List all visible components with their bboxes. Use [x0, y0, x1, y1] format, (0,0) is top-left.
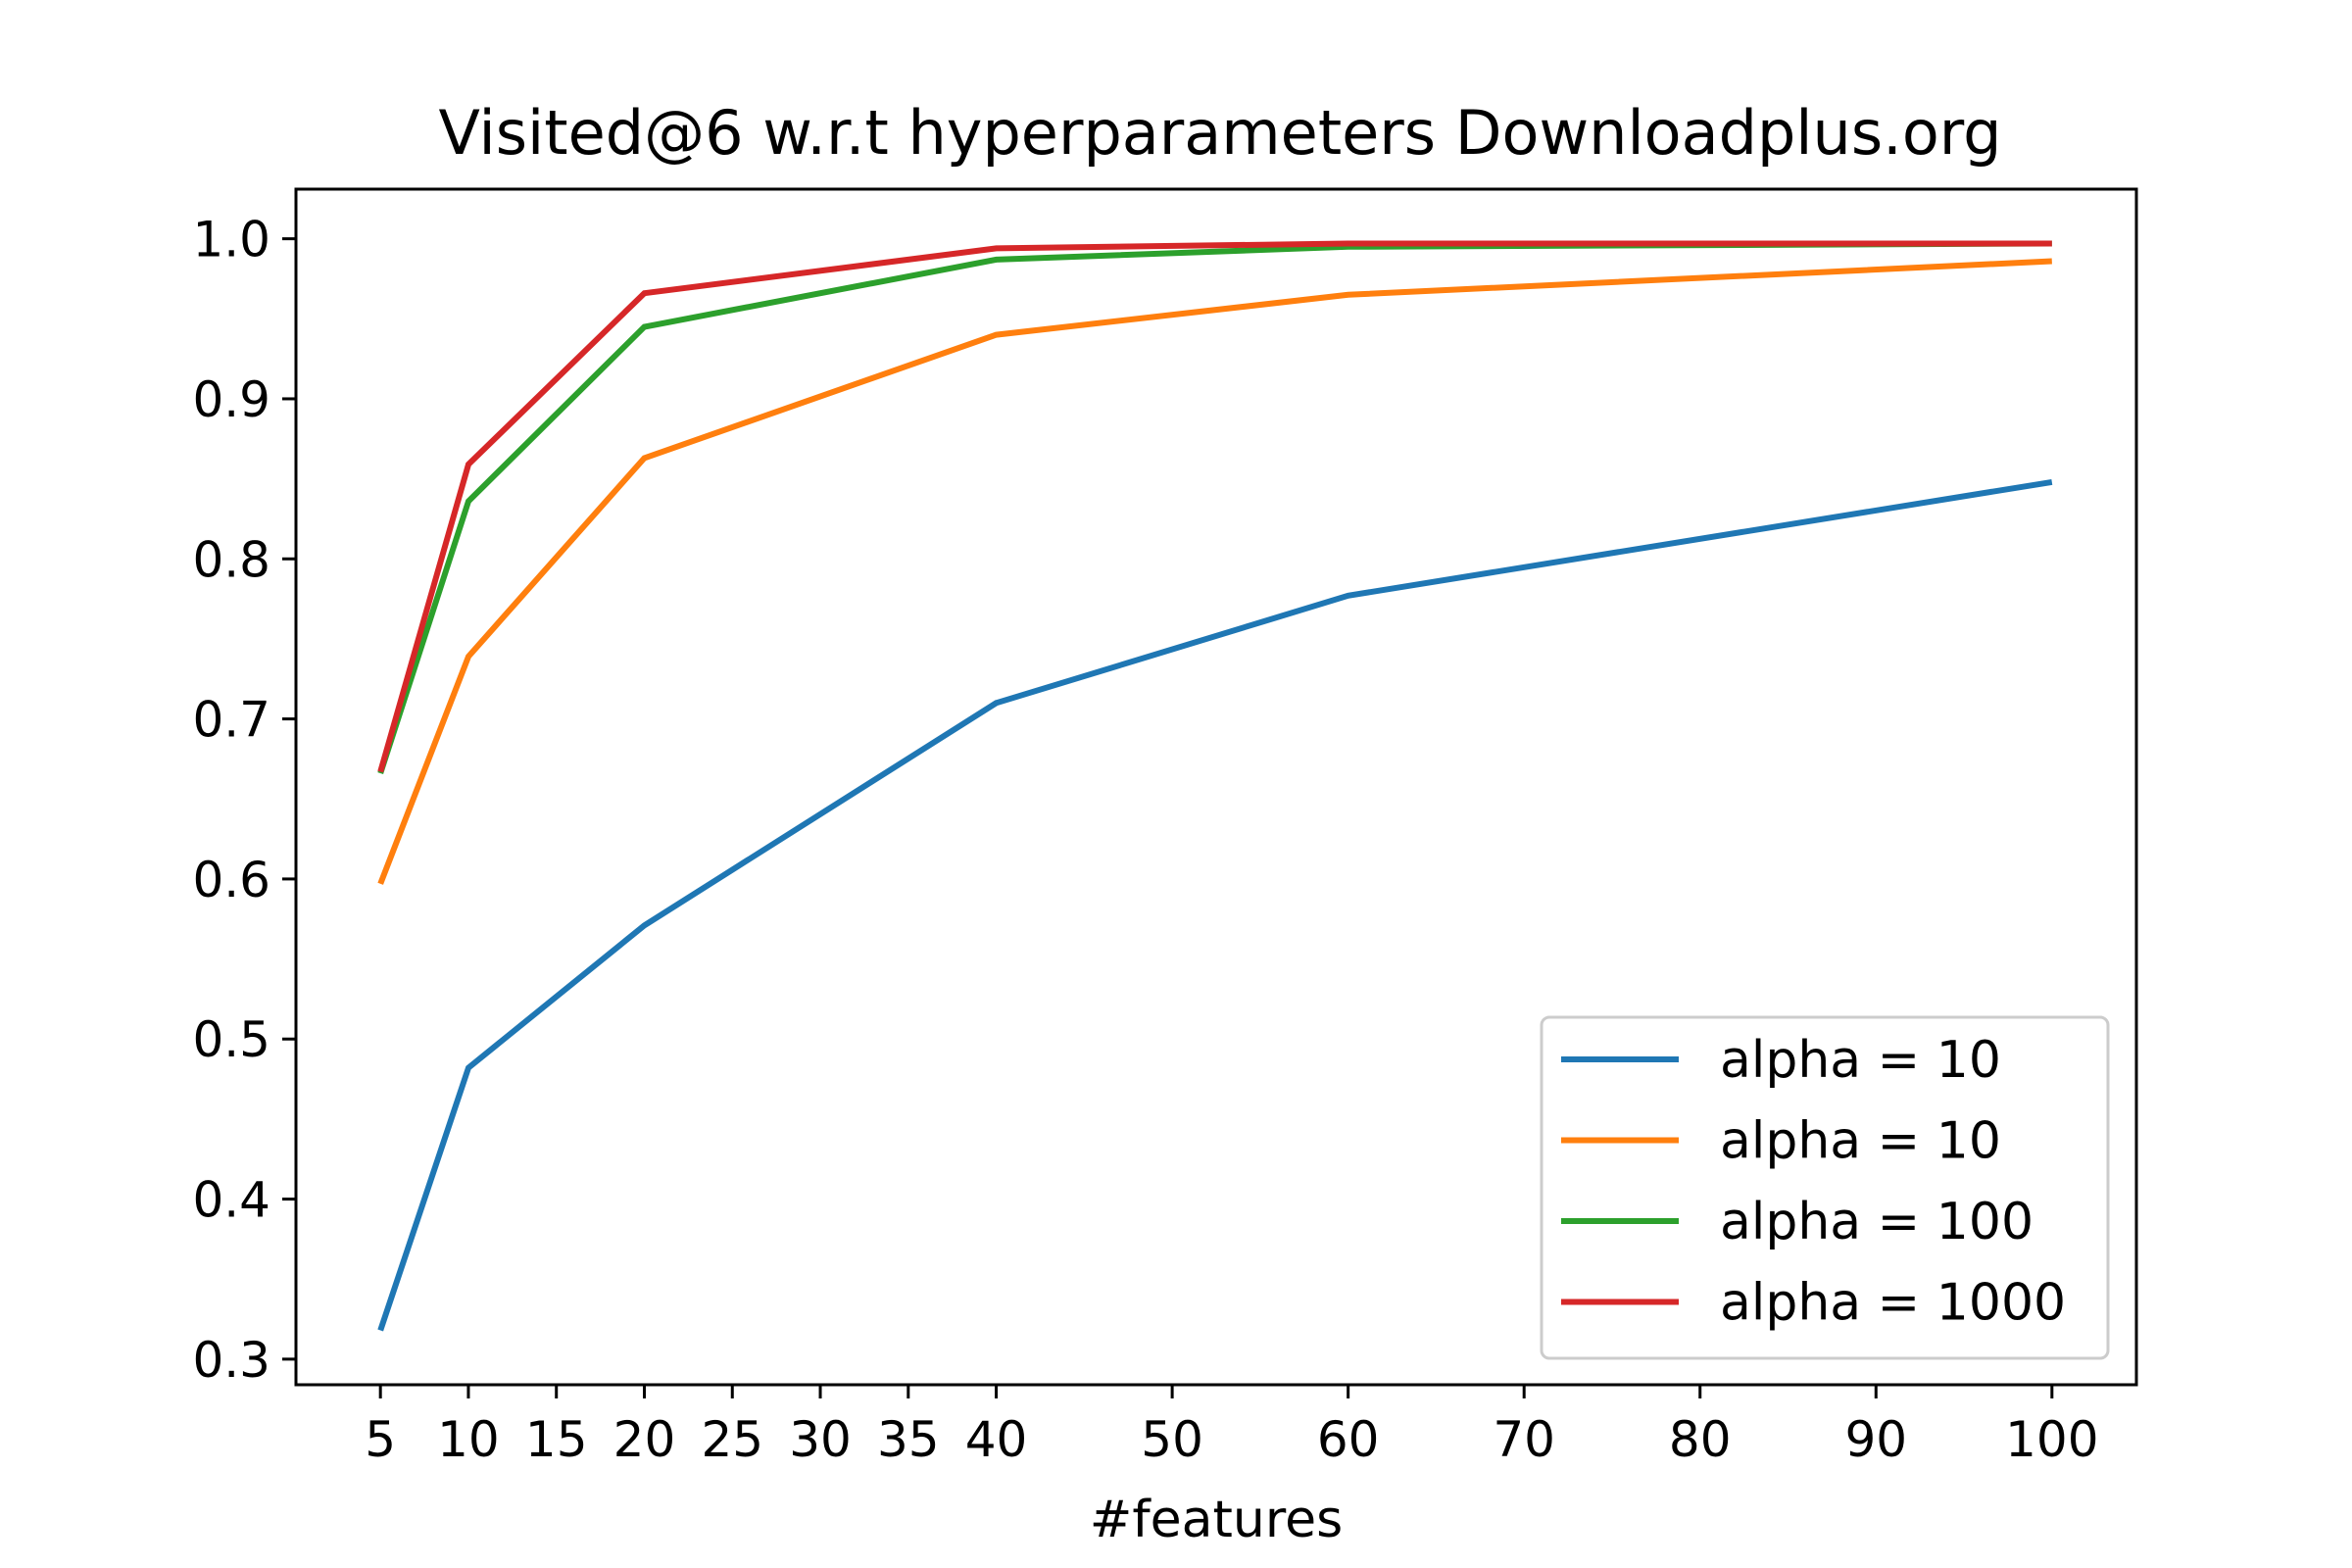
y-tick-label: 0.3 [192, 1332, 270, 1389]
x-tick-label: 70 [1493, 1411, 1555, 1468]
x-tick-label: 50 [1141, 1411, 1203, 1468]
x-tick-label: 40 [965, 1411, 1028, 1468]
x-tick-label: 5 [365, 1411, 396, 1468]
chart-title: Visited@6 w.r.t hyperparameters Download… [438, 97, 2001, 169]
x-tick-label: 10 [437, 1411, 500, 1468]
y-tick-label: 0.6 [192, 852, 270, 908]
x-tick-label: 90 [1844, 1411, 1907, 1468]
legend-label-1: alpha = 10 [1720, 1031, 2001, 1090]
x-axis-label: #features [1090, 1491, 1343, 1549]
x-tick-label: 25 [701, 1411, 763, 1468]
plot-frame [294, 187, 2138, 1387]
x-tick-label: 35 [877, 1411, 940, 1468]
x-tick-label: 100 [2005, 1411, 2098, 1468]
y-axis: 0.3 0.4 0.5 0.6 0.7 0.8 0.9 1.0 [192, 212, 296, 1389]
legend: alpha = 10 alpha = 10 alpha = 100 alpha = 1… [1540, 1015, 2110, 1360]
series-line-1 [377, 478, 2053, 1332]
x-axis: 5 10 15 20 25 30 35 40 50 60 70 80 90 100 [365, 1385, 2099, 1468]
y-tick-label: 0.8 [192, 531, 270, 588]
legend-label-4: alpha = 1000 [1720, 1274, 2066, 1333]
series-layer [377, 240, 2053, 1332]
x-tick-label: 30 [789, 1411, 852, 1468]
y-tick-label: 0.7 [192, 692, 270, 749]
x-tick-label: 20 [613, 1411, 676, 1468]
y-tick-label: 0.5 [192, 1011, 270, 1068]
y-tick-label: 0.4 [192, 1172, 270, 1229]
x-tick-label: 15 [525, 1411, 588, 1468]
x-tick-label: 80 [1669, 1411, 1732, 1468]
y-tick-label: 0.9 [192, 371, 270, 428]
legend-box [1540, 1015, 2110, 1360]
series-line-2 [377, 258, 2052, 885]
x-tick-label: 60 [1317, 1411, 1380, 1468]
legend-label-3: alpha = 100 [1720, 1193, 2034, 1251]
series-line-4 [377, 240, 2052, 773]
y-tick-label: 1.0 [192, 212, 270, 269]
legend-label-2: alpha = 10 [1720, 1112, 2001, 1171]
